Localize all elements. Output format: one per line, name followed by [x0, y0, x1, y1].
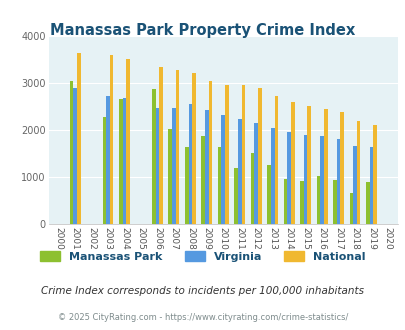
Bar: [299, 181, 303, 224]
Bar: [119, 99, 122, 224]
Bar: [70, 81, 73, 224]
Bar: [175, 70, 179, 224]
Text: © 2025 CityRating.com - https://www.cityrating.com/crime-statistics/: © 2025 CityRating.com - https://www.city…: [58, 313, 347, 322]
Bar: [250, 153, 254, 224]
Bar: [109, 55, 113, 224]
Bar: [237, 119, 241, 224]
Bar: [287, 132, 290, 224]
Bar: [234, 168, 237, 224]
Bar: [192, 74, 195, 224]
Bar: [224, 85, 228, 224]
Bar: [77, 53, 80, 224]
Bar: [320, 137, 323, 224]
Bar: [373, 125, 376, 224]
Bar: [208, 81, 212, 224]
Bar: [241, 85, 245, 224]
Bar: [73, 88, 77, 224]
Bar: [352, 146, 356, 224]
Bar: [155, 108, 159, 224]
Bar: [283, 179, 287, 224]
Text: Crime Index corresponds to incidents per 100,000 inhabitants: Crime Index corresponds to incidents per…: [41, 286, 364, 296]
Bar: [336, 139, 339, 224]
Bar: [201, 137, 205, 224]
Bar: [323, 109, 327, 224]
Bar: [122, 98, 126, 224]
Bar: [221, 115, 224, 224]
Bar: [106, 96, 109, 224]
Bar: [168, 129, 172, 224]
Bar: [258, 88, 261, 224]
Bar: [290, 102, 294, 224]
Bar: [369, 147, 373, 224]
Bar: [303, 135, 307, 224]
Bar: [266, 165, 270, 224]
Bar: [333, 180, 336, 224]
Bar: [151, 89, 155, 224]
Bar: [205, 110, 208, 224]
Text: Manassas Park Property Crime Index: Manassas Park Property Crime Index: [50, 23, 355, 38]
Bar: [188, 105, 192, 224]
Bar: [217, 147, 221, 224]
Bar: [339, 113, 343, 224]
Bar: [307, 106, 310, 224]
Bar: [274, 96, 277, 224]
Bar: [102, 117, 106, 224]
Bar: [254, 123, 258, 224]
Bar: [172, 108, 175, 224]
Bar: [356, 121, 360, 224]
Bar: [349, 193, 352, 224]
Bar: [184, 147, 188, 224]
Bar: [365, 182, 369, 224]
Bar: [316, 176, 320, 224]
Bar: [126, 59, 130, 224]
Bar: [159, 67, 162, 224]
Bar: [270, 127, 274, 224]
Legend: Manassas Park, Virginia, National: Manassas Park, Virginia, National: [36, 247, 369, 266]
